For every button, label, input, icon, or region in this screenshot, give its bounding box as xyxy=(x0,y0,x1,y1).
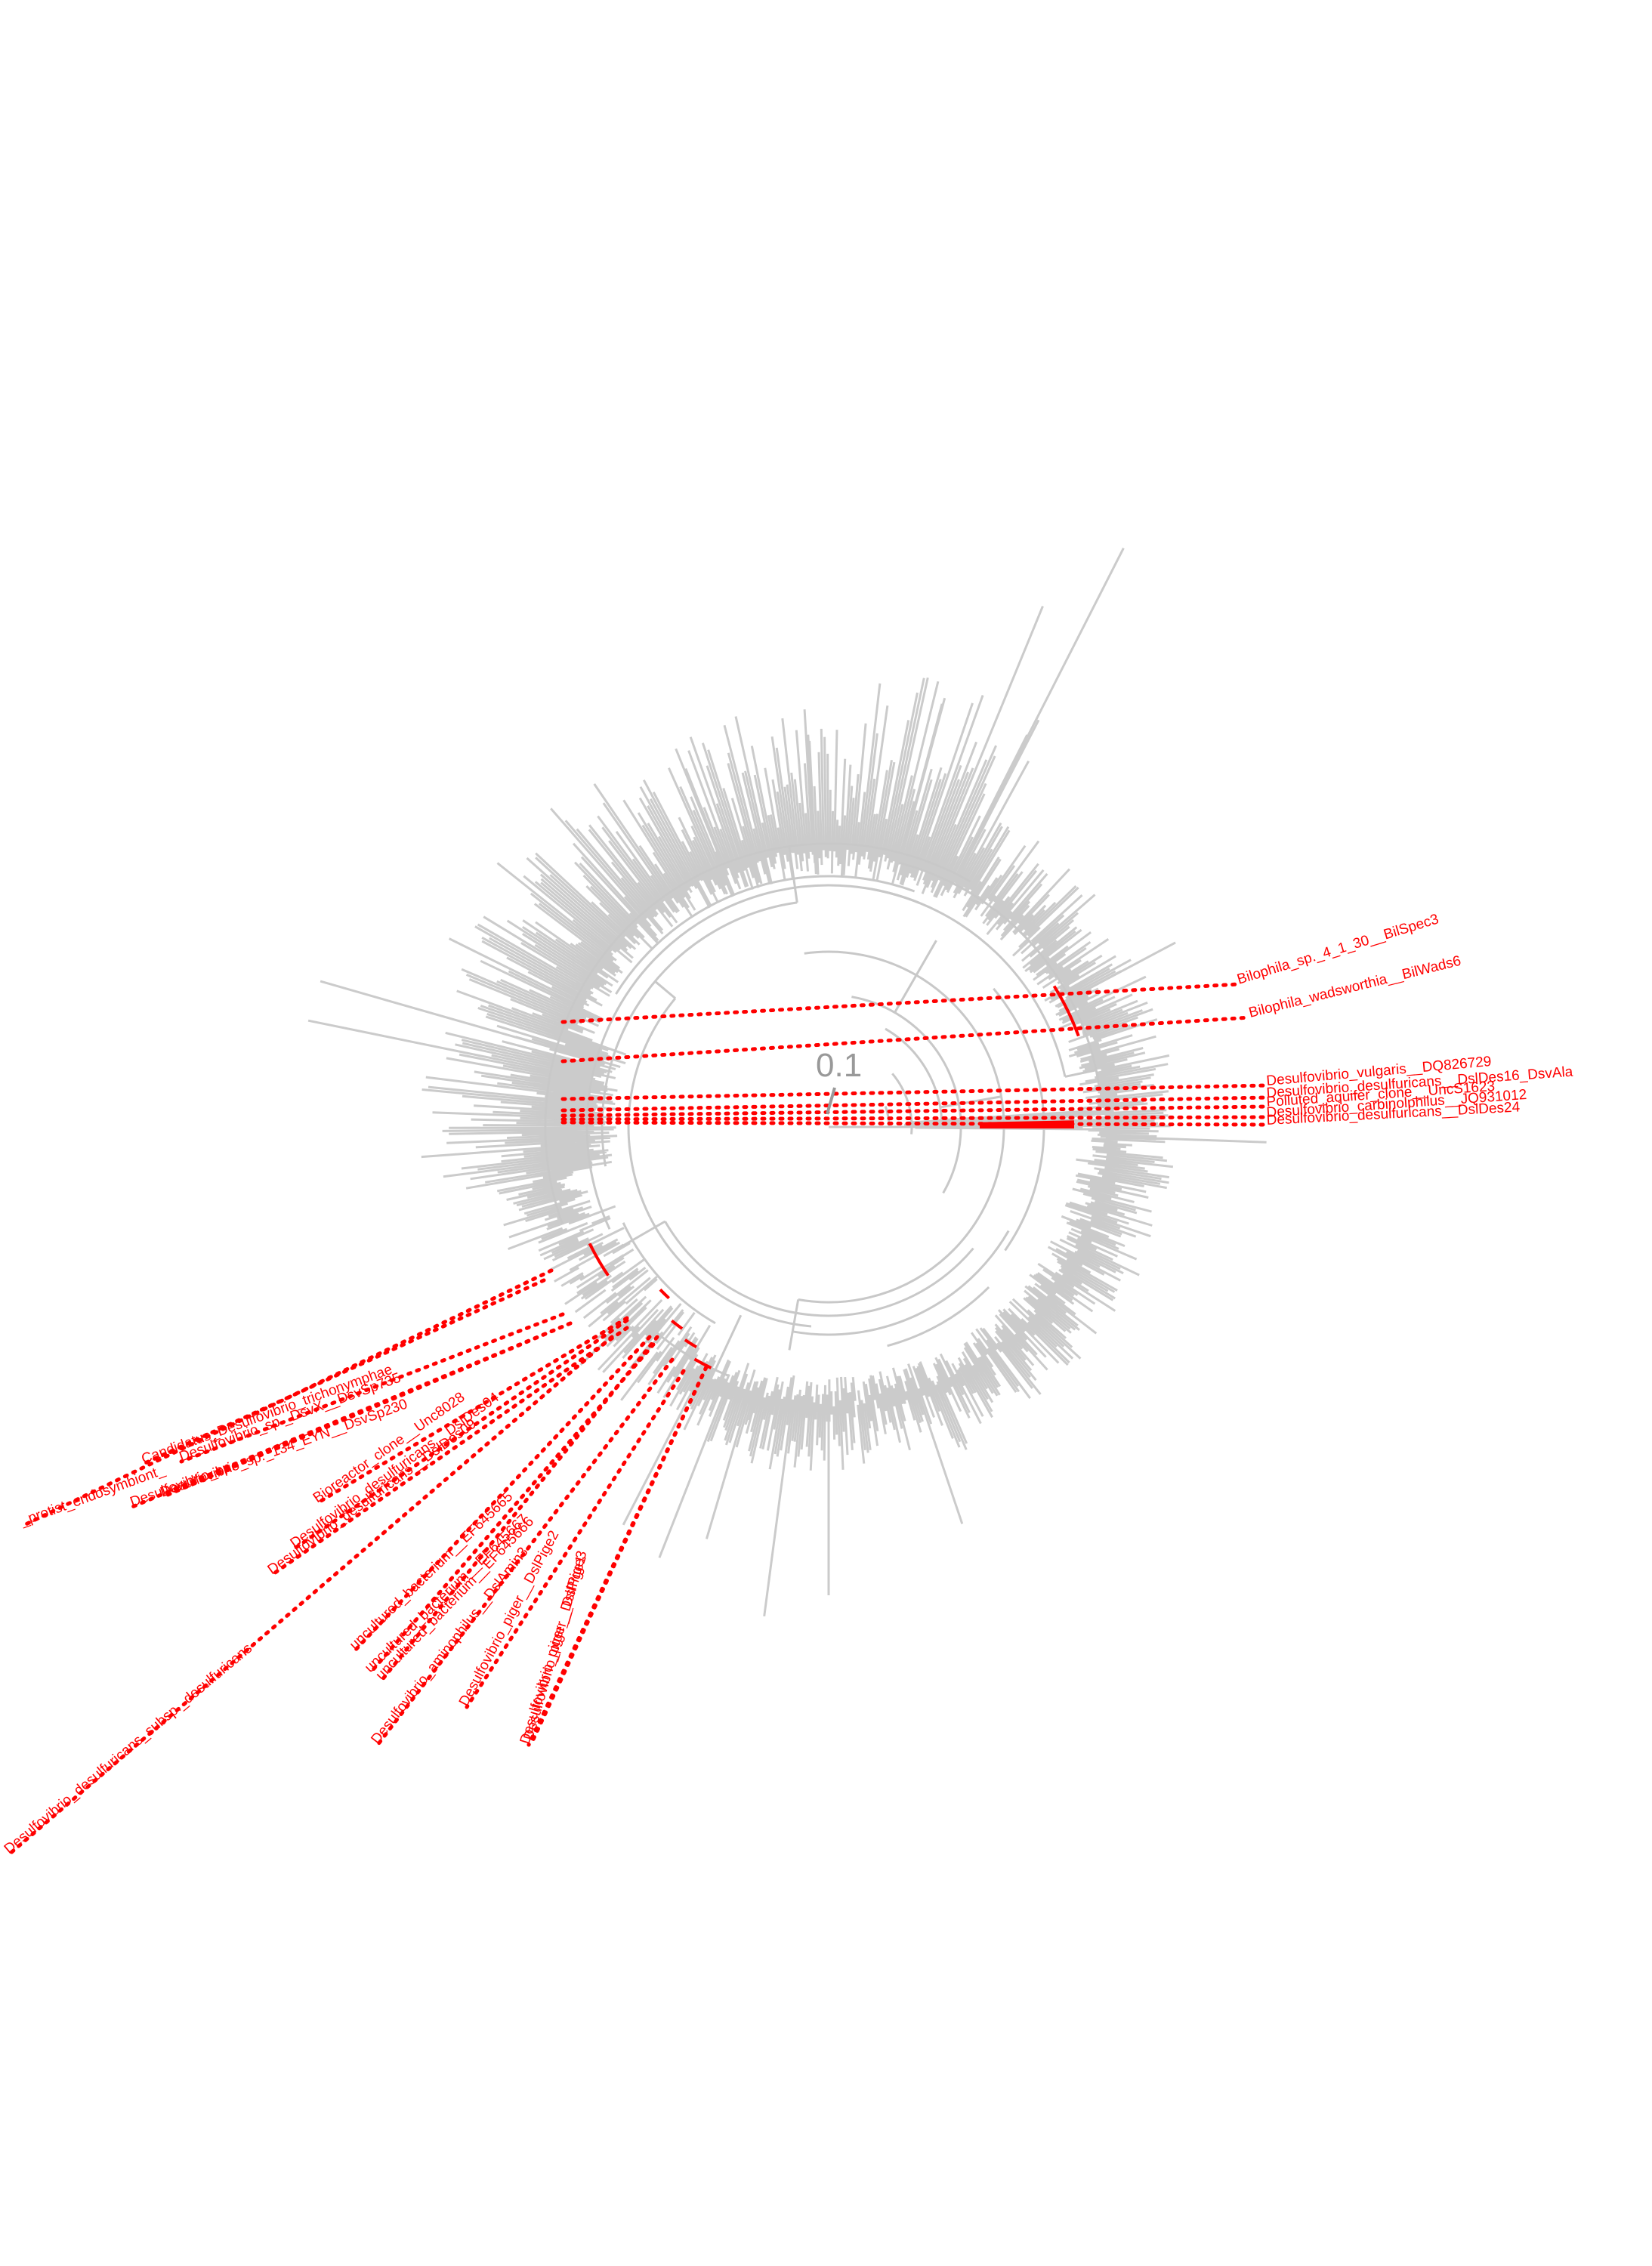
scale-bar-label: 0.1 xyxy=(816,1047,862,1084)
clade-highlight-mark xyxy=(659,1288,670,1300)
leader-line xyxy=(560,1095,1269,1113)
clade-highlight-mark xyxy=(671,1319,684,1330)
clade-highlight-mark xyxy=(588,1243,610,1277)
clade-highlight-mark xyxy=(693,1357,712,1369)
leader-line xyxy=(560,1104,1269,1118)
leader-line xyxy=(560,982,1241,1024)
inner-clade-arc xyxy=(615,875,916,995)
internal-branch xyxy=(894,940,937,1014)
leader-line xyxy=(315,1316,629,1505)
label-leader-lines xyxy=(7,982,1269,1857)
internal-branch xyxy=(714,1314,743,1371)
internal-branch xyxy=(619,1220,666,1249)
leader-line xyxy=(270,1326,629,1577)
inner-clade-arc xyxy=(664,1221,974,1317)
terminal-branches xyxy=(307,548,1267,1616)
inner-clade-arc xyxy=(627,997,812,1328)
internal-branch xyxy=(788,1299,800,1351)
internal-branch xyxy=(1064,1069,1097,1078)
tree-branches xyxy=(307,548,1267,1616)
inner-clade-arc xyxy=(885,1027,943,1128)
leader-line xyxy=(526,1365,709,1747)
scale-bar-tick xyxy=(826,1087,836,1115)
inner-clade-arc xyxy=(851,996,962,1194)
leader-line xyxy=(560,1015,1252,1064)
inner-clade-arc xyxy=(792,1230,1010,1336)
leader-line xyxy=(379,1335,659,1683)
taxon-labels: Bilophila_sp._4_1_30__BilSpec3Bilophila_… xyxy=(2,911,1574,1857)
leader-line xyxy=(353,1335,652,1653)
inner-clade-arc xyxy=(870,888,1067,1077)
clade-highlight-mark xyxy=(684,1338,697,1349)
leader-line xyxy=(141,1278,546,1466)
leader-line xyxy=(7,1335,614,1857)
taxon-label: Desulfovibrio_desulfuricans_subsp._desul… xyxy=(2,1641,255,1857)
outer-clade-arc xyxy=(887,1286,990,1348)
leader-line xyxy=(560,1120,1269,1127)
leader-line xyxy=(130,1321,573,1509)
leader-line xyxy=(375,1357,675,1747)
inner-clade-arc xyxy=(798,950,1005,1304)
inner-clade-arc xyxy=(622,1222,716,1325)
scale-bar: 0.1 xyxy=(816,1047,862,1115)
leader-line xyxy=(560,1083,1269,1101)
leader-line xyxy=(560,1115,1269,1122)
bilophila-highlight-arc xyxy=(1052,985,1080,1037)
leader-line xyxy=(465,1369,686,1709)
leader-line xyxy=(292,1318,629,1551)
internal-branch xyxy=(654,980,676,999)
inner-clade-arc xyxy=(601,901,798,1167)
